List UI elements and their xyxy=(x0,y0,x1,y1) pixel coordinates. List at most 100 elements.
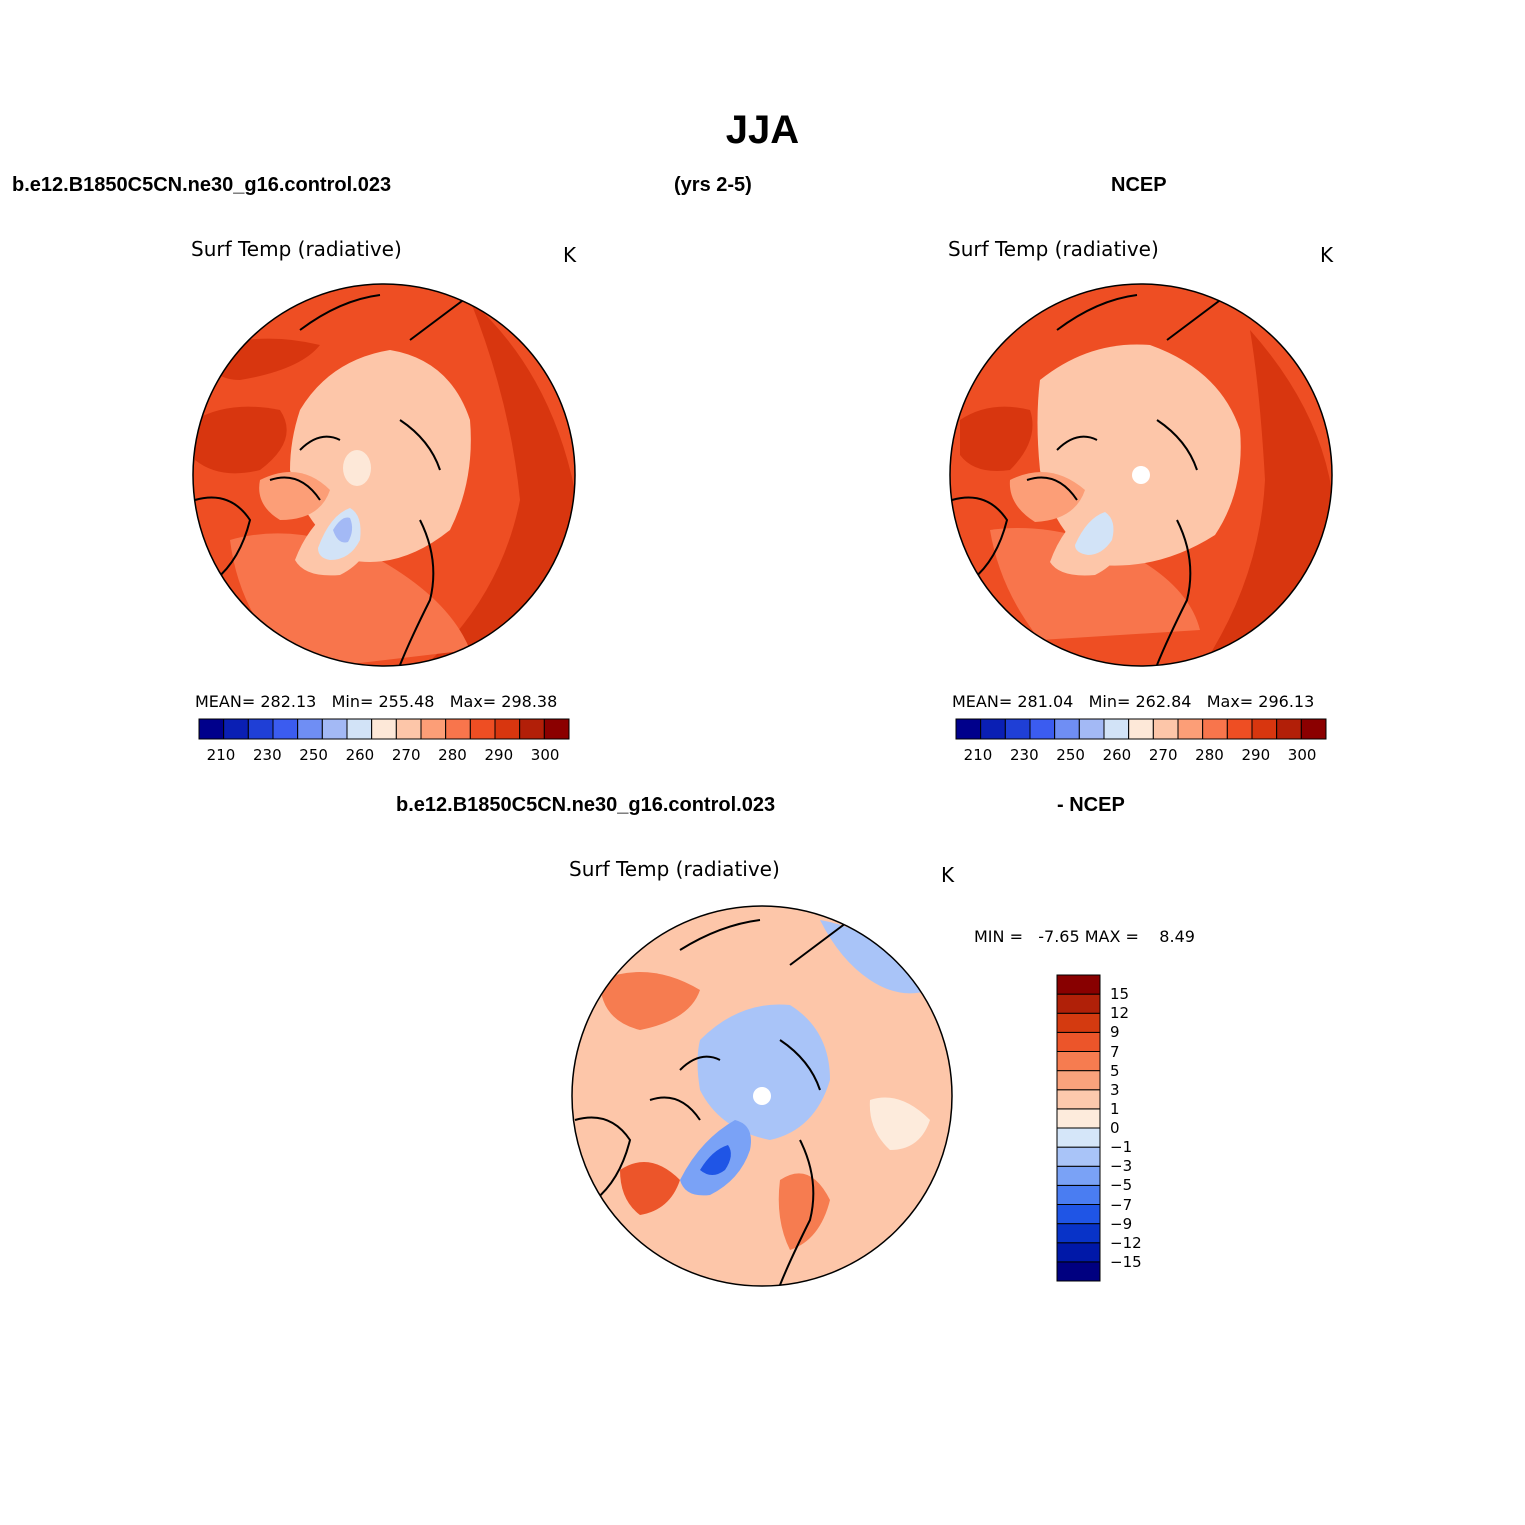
diff-stats: MIN = -7.65 MAX = 8.49 xyxy=(974,927,1195,946)
diff-colorbar-tick-label: 12 xyxy=(1110,1004,1130,1023)
obs-colorbar-tick-label: 230 xyxy=(1009,746,1039,764)
diff-colorbar xyxy=(1056,974,1101,1282)
obs-colorbar-box xyxy=(1029,718,1056,740)
model-colorbar-box xyxy=(272,718,299,740)
diff-colorbar-box xyxy=(1056,1261,1101,1282)
model-min-value: 255.48 xyxy=(378,692,435,711)
obs-name-header: NCEP xyxy=(1111,174,1167,196)
diff-map-border xyxy=(571,905,953,1287)
model-colorbar-tick-label: 210 xyxy=(206,746,236,764)
obs-colorbar-box xyxy=(1004,718,1031,740)
obs-colorbar-box xyxy=(1226,718,1253,740)
model-colorbar-box xyxy=(346,718,373,740)
model-mean-value: 282.13 xyxy=(260,692,317,711)
obs-max-label: Max= xyxy=(1206,692,1254,711)
obs-mean-value: 281.04 xyxy=(1017,692,1074,711)
obs-colorbar-tick-label: 260 xyxy=(1102,746,1132,764)
model-map-units: K xyxy=(563,243,577,267)
model-min-label: Min= xyxy=(331,692,374,711)
model-colorbar-box xyxy=(198,718,225,740)
diff-colorbar-box xyxy=(1056,1204,1101,1225)
diff-field-neutral-e xyxy=(869,1097,930,1150)
diff-colorbar-box xyxy=(1056,1031,1101,1052)
model-colorbar-tick-label: 250 xyxy=(299,746,328,764)
obs-colorbar-box xyxy=(1300,718,1327,740)
diff-colorbar-tick-label: 9 xyxy=(1110,1023,1120,1042)
model-colorbar-box xyxy=(321,718,348,740)
obs-colorbar-box xyxy=(1152,718,1179,740)
obs-field-pole-gap xyxy=(1132,466,1150,484)
obs-colorbar-tick-label: 210 xyxy=(963,746,993,764)
diff-colorbar-tick-label: −1 xyxy=(1110,1138,1133,1157)
model-field-pole xyxy=(343,450,371,486)
diff-map-title: Surf Temp (radiative) xyxy=(569,857,780,881)
diff-map-units: K xyxy=(941,863,955,887)
diff-colorbar-box xyxy=(1056,1108,1101,1129)
model-colorbar-box xyxy=(420,718,447,740)
diff-field-warm-sw xyxy=(620,1162,680,1215)
obs-map-border xyxy=(949,283,1333,667)
model-colorbar-tick-label: 270 xyxy=(391,746,421,764)
diff-colorbar-tick-label: −5 xyxy=(1110,1176,1133,1195)
model-field-archipelago xyxy=(259,472,330,520)
diff-field-cool-ne xyxy=(820,920,930,994)
diff-map xyxy=(571,905,953,1287)
obs-colorbar-tick-label: 290 xyxy=(1241,746,1271,764)
obs-colorbar-box xyxy=(1054,718,1080,740)
obs-colorbar-box xyxy=(1078,718,1105,740)
diff-colorbar-box xyxy=(1056,974,1101,995)
obs-map-units: K xyxy=(1320,243,1334,267)
case-name-header: b.e12.B1850C5CN.ne30_g16.control.023 xyxy=(12,174,392,196)
diff-obs-name-header: - NCEP xyxy=(1057,794,1125,816)
model-colorbar-box xyxy=(543,718,570,740)
model-colorbar-box xyxy=(519,718,545,740)
obs-colorbar-tick-label: 250 xyxy=(1056,746,1085,764)
obs-min-label: Min= xyxy=(1088,692,1131,711)
model-colorbar-box xyxy=(494,718,521,740)
model-colorbar-tick-label: 290 xyxy=(484,746,514,764)
diff-colorbar-tick-label: −9 xyxy=(1110,1214,1133,1233)
diff-colorbar-box xyxy=(1056,1165,1101,1186)
diff-colorbar-tick-label: −15 xyxy=(1110,1252,1142,1271)
diff-colorbar-tick-label: 15 xyxy=(1110,985,1130,1004)
obs-map-title: Surf Temp (radiative) xyxy=(948,237,1159,261)
obs-colorbar-tick-label: 280 xyxy=(1195,746,1224,764)
model-colorbar-tick-label: 280 xyxy=(438,746,467,764)
model-max-value: 298.38 xyxy=(501,692,558,711)
model-colorbar-tick-label: 230 xyxy=(252,746,282,764)
diff-colorbar-box xyxy=(1056,1242,1101,1263)
diff-coastlines xyxy=(574,919,851,1286)
model-field-mid-south xyxy=(230,533,470,666)
diff-colorbar-box xyxy=(1056,1012,1101,1033)
diff-colorbar-tick-label: 3 xyxy=(1110,1080,1120,1099)
obs-field-mid-south xyxy=(990,528,1200,640)
model-colorbar-box xyxy=(223,718,249,740)
diff-colorbar-box xyxy=(1056,1146,1101,1167)
diff-case-name-header: b.e12.B1850C5CN.ne30_g16.control.023 xyxy=(396,794,776,816)
obs-field-greenland xyxy=(1075,512,1114,555)
model-colorbar-box xyxy=(469,718,496,740)
diff-colorbar-box xyxy=(1056,1223,1101,1244)
model-colorbar-box xyxy=(395,718,422,740)
model-stats: MEAN= 282.13 Min= 255.48 Max= 298.38 xyxy=(195,692,557,711)
diff-colorbar-box xyxy=(1056,1051,1101,1072)
obs-colorbar-box xyxy=(1202,718,1228,740)
obs-field-warm-w xyxy=(960,406,1033,471)
diff-colorbar-box xyxy=(1056,1089,1101,1110)
obs-colorbar-box xyxy=(1103,718,1130,740)
years-header: (yrs 2-5) xyxy=(674,174,752,196)
diff-field-warm-nw xyxy=(600,972,700,1030)
diff-colorbar-tick-label: −12 xyxy=(1110,1233,1142,1252)
model-colorbar-box xyxy=(247,718,274,740)
diff-min-label: MIN = xyxy=(974,927,1023,946)
diff-colorbar-tick-label: 0 xyxy=(1110,1119,1120,1137)
model-map xyxy=(192,283,576,667)
diff-colorbar-tick-label: −3 xyxy=(1110,1157,1133,1176)
model-colorbar-tick-label: 260 xyxy=(345,746,375,764)
diff-colorbar-tick-label: 5 xyxy=(1110,1061,1120,1080)
diff-field-warm-scandinavia xyxy=(778,1173,830,1250)
model-map-border xyxy=(192,283,576,667)
model-colorbar-tick-label: 300 xyxy=(530,746,560,764)
diff-colorbar-box xyxy=(1056,1070,1101,1091)
